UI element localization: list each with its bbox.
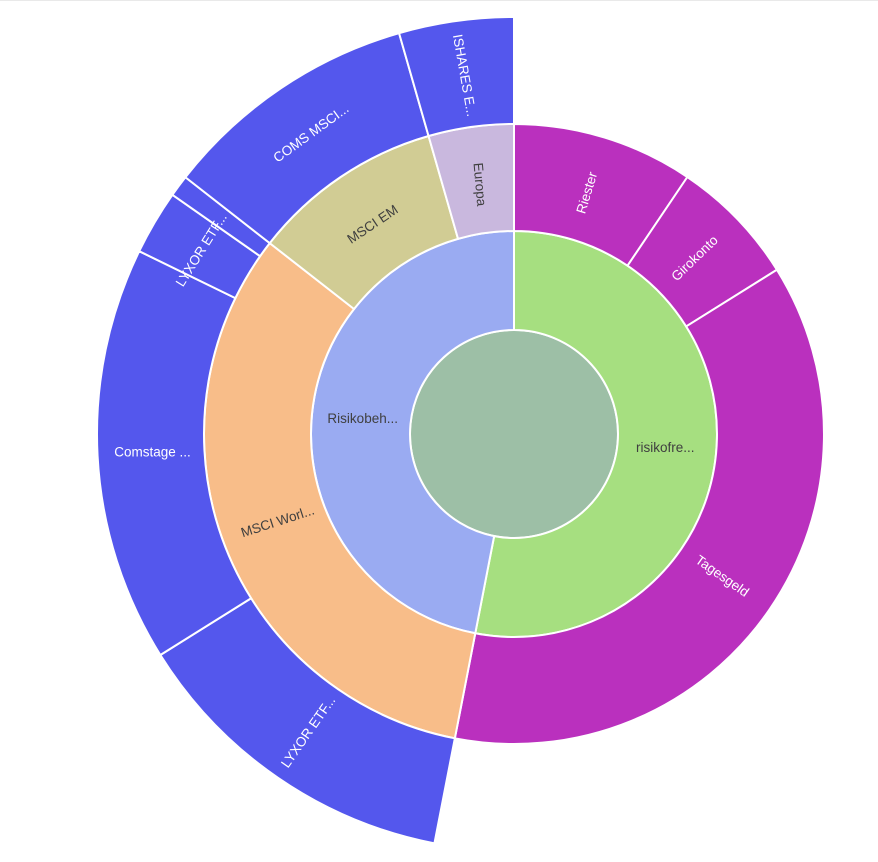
- segment-label: Comstage ...: [114, 445, 191, 460]
- segment-label: risikofre...: [636, 440, 695, 455]
- segment-tagesgeld[interactable]: [453, 268, 825, 745]
- segment-label: Risikobeh...: [327, 411, 398, 426]
- sunburst-center-segment[interactable]: [409, 329, 619, 539]
- segment-ishares-e[interactable]: [398, 16, 515, 138]
- top-divider: [0, 0, 878, 1]
- segment-label: Europa: [470, 162, 489, 207]
